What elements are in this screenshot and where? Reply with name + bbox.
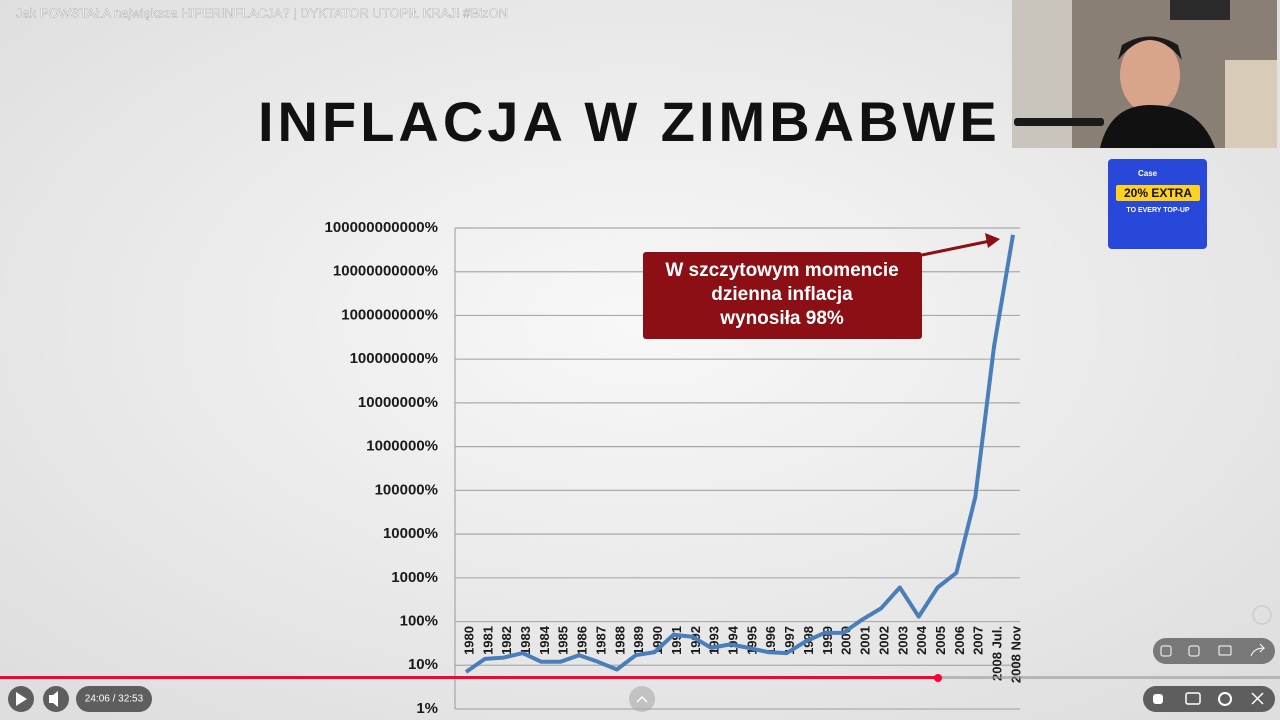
x-tick-label: 2004 [914, 625, 929, 655]
x-tick-label: 1989 [631, 626, 646, 655]
autoplay-toggle[interactable] [1153, 694, 1163, 704]
y-tick-label: 1000000% [366, 438, 438, 455]
x-tick-label: 1993 [707, 626, 722, 655]
x-tick-label: 1999 [820, 626, 835, 655]
x-tick-label: 1988 [612, 626, 627, 655]
y-tick-label: 1000% [391, 569, 438, 586]
shirt [1100, 105, 1215, 148]
ad-subline: TO EVERY TOP-UP [1126, 207, 1189, 214]
tv [1170, 0, 1230, 20]
microphone [1014, 118, 1104, 126]
progress-played [0, 676, 938, 679]
x-tick-label: 1980 [461, 626, 476, 655]
x-tick-label: 2008 Jul. [990, 626, 1005, 681]
x-tick-label: 2003 [895, 626, 910, 655]
x-tick-label: 1987 [593, 626, 608, 655]
x-tick-label: 1983 [518, 626, 533, 655]
x-tick-label: 2008 Nov [1008, 625, 1023, 683]
ad-card[interactable] [1108, 159, 1207, 249]
arrow-head [985, 233, 1000, 248]
annotation-line: wynosiła 98% [719, 308, 844, 329]
volume-icon [49, 691, 58, 707]
dislike-button[interactable] [1188, 645, 1200, 657]
scrubber[interactable] [934, 674, 942, 682]
chart: 1% 10% 100% 1000% 10000% 100000% 1000000% 10000… [325, 219, 1024, 717]
face [1120, 37, 1180, 113]
time-pill [76, 686, 152, 712]
x-tick-label: 1981 [480, 626, 495, 655]
ad-headline: 20% EXTRA [1124, 186, 1192, 200]
x-tick-label: 1984 [537, 625, 552, 655]
settings-button[interactable] [1218, 692, 1232, 706]
annotation-arrow [921, 239, 991, 257]
like-button[interactable] [1160, 645, 1172, 657]
sofa [1225, 60, 1277, 148]
y-tick-label: 10000% [383, 525, 438, 542]
annotation-line: W szczytowym momencie [665, 260, 898, 281]
slide-title: INFLACJA W ZIMBABWE [258, 90, 1001, 153]
x-tick-label: 2007 [971, 626, 986, 655]
subtitles-button[interactable] [1185, 692, 1201, 705]
chevron-icon [636, 695, 648, 703]
annotation-box [643, 252, 922, 339]
x-tick-label: 2005 [933, 626, 948, 655]
x-tick-label: 1982 [499, 626, 514, 655]
y-tick-label: 10000000% [358, 394, 438, 411]
ad-badge [1116, 185, 1200, 201]
action-bar [1153, 638, 1275, 664]
y-tick-label: 100000% [375, 481, 438, 498]
x-tick-label: 2002 [876, 626, 891, 655]
x-tick-label: 1991 [669, 626, 684, 655]
annotation-line: dzienna inflacja [711, 284, 853, 305]
y-tick-label: 10% [408, 656, 438, 673]
right-controls [1143, 686, 1275, 712]
x-tick-label: 2006 [952, 626, 967, 655]
x-tick-label: 1996 [763, 626, 778, 655]
y-tick-label: 100000000% [350, 350, 438, 367]
y-tick-label: 1% [416, 700, 438, 717]
channel-watermark[interactable] [1252, 605, 1272, 625]
comments-button[interactable] [1218, 645, 1232, 656]
play-icon [16, 692, 27, 706]
y-tick-label: 100000000000% [325, 219, 438, 236]
video-title[interactable]: Jak POWSTAŁA największa HIPERINFLACJA? |… [16, 5, 508, 20]
x-tick-label: 1985 [556, 626, 571, 655]
webcam-overlay [1012, 0, 1277, 148]
x-tick-label: 1986 [575, 626, 590, 655]
fullscreen-exit-button[interactable] [1251, 692, 1264, 705]
share-button[interactable] [1250, 643, 1266, 657]
ad-brand: Case [1138, 169, 1158, 178]
y-tick-label: 100% [400, 613, 438, 630]
hair [1118, 36, 1182, 60]
y-tick-label: 10000000000% [333, 263, 438, 280]
y-tick-label: 1000000000% [341, 306, 438, 323]
chapters-button[interactable] [629, 686, 655, 712]
x-tick-label: 2001 [858, 626, 873, 655]
data-line [464, 234, 1015, 674]
time-display: 24:06 / 32:53 [85, 694, 144, 705]
x-tick-label: 1994 [726, 625, 741, 655]
